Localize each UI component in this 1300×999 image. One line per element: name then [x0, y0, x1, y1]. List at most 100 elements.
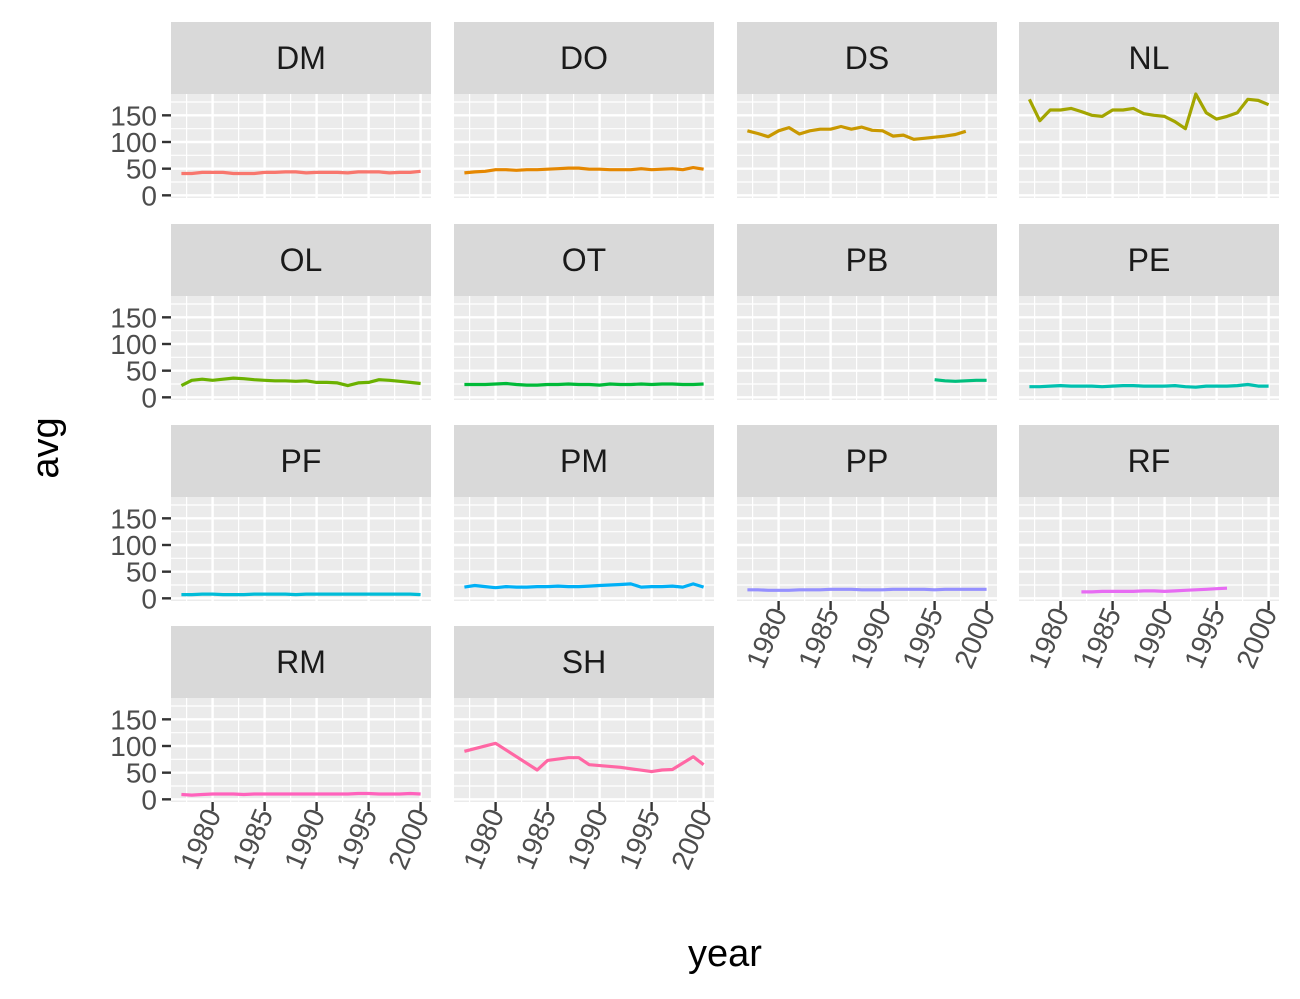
- plot-background: [1019, 296, 1279, 400]
- x-tick-label: 1995: [896, 603, 949, 672]
- series-line-ds: [746, 124, 967, 141]
- x-tick-label: 1990: [1126, 603, 1179, 672]
- x-tick-label: 2000: [665, 804, 718, 873]
- x-tick-label: 1985: [509, 804, 562, 873]
- facet-strip: [454, 425, 714, 497]
- facet-strip-label: DO: [560, 40, 608, 76]
- series-line-nl: [1027, 92, 1270, 131]
- facet-strip: [1019, 425, 1279, 497]
- plot-background: [737, 94, 997, 198]
- facet-strip: [737, 224, 997, 296]
- y-tick-label: 100: [110, 731, 157, 762]
- series-line-rf: [1081, 586, 1228, 594]
- facet-strip: [454, 22, 714, 94]
- x-tick-label: 1980: [174, 804, 227, 873]
- plot-background: [454, 698, 714, 802]
- y-tick-label: 50: [126, 154, 157, 185]
- facet-strip-label: SH: [562, 644, 606, 680]
- facet-strip-label: PP: [846, 443, 889, 479]
- plot-background: [171, 698, 431, 802]
- facet-strip-label: DM: [276, 40, 326, 76]
- facet-strip-label: OL: [280, 242, 323, 278]
- facet-strip-label: OT: [562, 242, 606, 278]
- facet-strip: [171, 224, 431, 296]
- facet-strip-label: RM: [276, 644, 326, 680]
- y-tick-label: 0: [141, 583, 157, 614]
- plot-background: [171, 94, 431, 198]
- facet-panel-pe: PE: [1019, 224, 1279, 400]
- series-line-pm: [464, 582, 705, 590]
- y-tick-label: 0: [141, 784, 157, 815]
- facet-strip-label: DS: [845, 40, 889, 76]
- x-tick-label: 1980: [457, 804, 510, 873]
- facet-panel-pp: PP 1980 1985 1990 1995 2000: [737, 425, 1001, 673]
- y-tick-label: 0: [141, 382, 157, 413]
- facet-panel-do: DO: [454, 22, 714, 198]
- y-tick-label: 50: [126, 557, 157, 588]
- x-tick-label: 1985: [1074, 603, 1127, 672]
- x-tick-label: 1990: [844, 603, 897, 672]
- facet-panel-ds: DS: [737, 22, 997, 198]
- x-tick-label: 1980: [740, 603, 793, 672]
- x-tick-label: 1995: [1178, 603, 1231, 672]
- facet-strip-label: PM: [560, 443, 608, 479]
- series-line-sh: [464, 741, 705, 774]
- facet-panel-ot: OT: [454, 224, 714, 400]
- facet-strip: [1019, 224, 1279, 296]
- x-tick-label: 1985: [226, 804, 279, 873]
- y-tick-label: 100: [110, 127, 157, 158]
- facet-strip-label: RF: [1128, 443, 1171, 479]
- facet-strip-label: PB: [846, 242, 889, 278]
- x-tick-label: 1990: [278, 804, 331, 873]
- facet-panel-pm: PM: [454, 425, 714, 601]
- y-tick-label: 50: [126, 356, 157, 387]
- series-line-ol: [180, 376, 421, 388]
- y-tick-label: 150: [110, 503, 157, 534]
- facet-strip: [737, 22, 997, 94]
- x-tick-label: 1985: [792, 603, 845, 672]
- facet-strip: [171, 22, 431, 94]
- plot-background: [454, 94, 714, 198]
- facet-panel-nl: NL: [1019, 22, 1279, 198]
- facet-panel-sh: SH 1980 1985 1990 1995 2000: [454, 626, 718, 874]
- x-tick-label: 2000: [382, 804, 435, 873]
- plot-background: [454, 497, 714, 601]
- facet-strip-label: PE: [1128, 242, 1171, 278]
- y-tick-label: 150: [110, 302, 157, 333]
- series-line-pf: [181, 592, 421, 597]
- series-line-dm: [181, 169, 421, 176]
- series-line-do: [464, 166, 704, 175]
- x-tick-label: 1990: [561, 804, 614, 873]
- facet-strip: [737, 425, 997, 497]
- facet-strip: [1019, 22, 1279, 94]
- x-axis-title: year: [688, 933, 762, 975]
- facet-panel-rf: RF 1980 1985 1990 1995 2000: [1019, 425, 1283, 673]
- x-tick-label: 1995: [330, 804, 383, 873]
- series-line-ot: [464, 381, 704, 387]
- x-tick-label: 1980: [1022, 603, 1075, 672]
- y-tick-label: 100: [110, 530, 157, 561]
- facet-strip-label: PF: [281, 443, 322, 479]
- series-line-pb: [934, 378, 987, 383]
- facet-strip: [454, 626, 714, 698]
- y-tick-label: 50: [126, 758, 157, 789]
- x-tick-label: 1995: [613, 804, 666, 873]
- plot-background: [171, 497, 431, 601]
- y-tick-label: 0: [141, 180, 157, 211]
- x-tick-label: 2000: [948, 603, 1001, 672]
- facet-strip: [454, 224, 714, 296]
- facet-strip: [171, 425, 431, 497]
- series-line-rm: [181, 791, 421, 797]
- facet-strip: [171, 626, 431, 698]
- plot-background: [737, 497, 997, 601]
- series-line-pp: [747, 587, 987, 592]
- plot-background: [171, 296, 431, 400]
- y-tick-label: 100: [110, 329, 157, 360]
- y-tick-label: 150: [110, 704, 157, 735]
